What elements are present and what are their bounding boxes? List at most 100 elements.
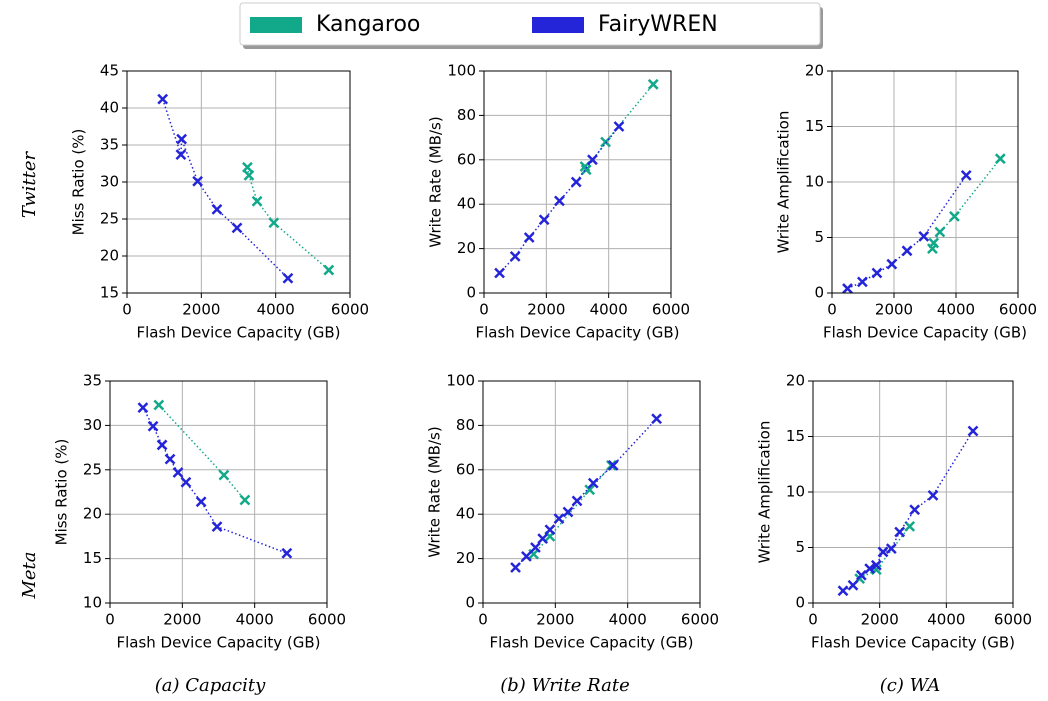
y-tick-label: 100 xyxy=(447,62,476,80)
y-tick-label: 25 xyxy=(100,210,119,228)
trend-line xyxy=(842,430,974,592)
marker xyxy=(268,217,280,229)
trend-line xyxy=(931,158,1001,249)
marker xyxy=(877,546,889,558)
x-tick-label: 4000 xyxy=(236,611,274,629)
marker xyxy=(584,484,596,496)
y-tick-label: 25 xyxy=(83,460,102,478)
x-tick-label: 6000 xyxy=(308,611,346,629)
marker xyxy=(606,459,617,471)
x-tick-label: 4000 xyxy=(590,301,628,319)
marker xyxy=(587,477,599,489)
x-tick-label: 0 xyxy=(105,611,115,629)
x-axis-label: Flash Device Capacity (GB) xyxy=(116,634,320,652)
marker xyxy=(211,521,223,533)
y-tick-label: 0 xyxy=(814,284,824,302)
plot-frame xyxy=(831,70,1019,294)
y-tick-label: 10 xyxy=(83,594,102,612)
y-tick-label: 15 xyxy=(805,117,824,135)
marker xyxy=(211,203,223,215)
x-tick-label: 0 xyxy=(478,611,488,629)
marker xyxy=(904,521,916,532)
x-tick-label: 6000 xyxy=(331,301,369,319)
y-tick-label: 30 xyxy=(100,173,119,191)
x-axis-label: Flash Device Capacity (GB) xyxy=(489,634,693,652)
y-axis-label: Write Amplification xyxy=(775,111,793,254)
marker xyxy=(934,226,946,238)
x-tick-label: 4000 xyxy=(937,301,975,319)
marker xyxy=(510,562,521,573)
marker xyxy=(651,413,662,425)
legend-label: FairyWREN xyxy=(598,12,718,37)
marker xyxy=(251,195,263,207)
marker xyxy=(885,543,897,554)
y-tick-label: 10 xyxy=(805,173,824,191)
marker xyxy=(570,176,582,188)
x-tick-label: 0 xyxy=(827,301,837,319)
y-axis-label: Write Rate (MB/s) xyxy=(426,426,444,557)
marker xyxy=(494,267,505,279)
marker xyxy=(137,402,149,414)
marker xyxy=(870,559,882,571)
row-label: Twitter xyxy=(19,150,40,218)
y-tick-label: 80 xyxy=(457,106,476,124)
marker xyxy=(218,469,230,481)
y-tick-label: 0 xyxy=(465,594,475,612)
marker xyxy=(164,453,176,465)
marker xyxy=(927,489,939,501)
plot-frame xyxy=(482,380,701,604)
marker xyxy=(587,154,598,166)
y-axis-label: Miss Ratio (%) xyxy=(70,129,88,236)
marker xyxy=(647,78,659,90)
y-tick-label: 0 xyxy=(795,594,805,612)
y-tick-label: 40 xyxy=(457,195,476,213)
y-tick-label: 5 xyxy=(814,228,824,246)
x-tick-label: 0 xyxy=(122,301,132,319)
x-axis-label: Flash Device Capacity (GB) xyxy=(823,324,1027,342)
x-tick-label: 2000 xyxy=(527,301,565,319)
x-axis-label: Flash Device Capacity (GB) xyxy=(811,634,1015,652)
x-tick-label: 6000 xyxy=(681,611,719,629)
x-tick-label: 0 xyxy=(808,611,818,629)
trend-line xyxy=(158,404,246,501)
marker xyxy=(153,399,165,411)
marker xyxy=(864,563,876,574)
marker xyxy=(894,526,906,538)
marker xyxy=(509,250,521,262)
marker xyxy=(571,495,583,507)
plot-frame xyxy=(483,70,672,294)
y-tick-label: 15 xyxy=(786,427,805,445)
marker xyxy=(562,506,574,518)
row-label: Meta xyxy=(19,551,40,599)
marker xyxy=(837,585,849,597)
marker xyxy=(613,121,625,132)
x-axis-label: Flash Device Capacity (GB) xyxy=(475,324,679,342)
marker xyxy=(282,272,294,284)
y-tick-label: 35 xyxy=(100,136,119,154)
x-axis-label: Flash Device Capacity (GB) xyxy=(136,324,340,342)
marker xyxy=(909,504,921,516)
marker xyxy=(323,264,335,276)
marker xyxy=(554,195,565,207)
y-tick-label: 80 xyxy=(456,416,475,434)
marker xyxy=(192,175,204,187)
x-tick-label: 4000 xyxy=(609,611,647,629)
marker xyxy=(523,232,535,243)
marker xyxy=(886,258,898,270)
marker xyxy=(175,149,187,161)
marker xyxy=(530,542,541,553)
trend-line xyxy=(161,98,289,279)
caption: (a) Capacity xyxy=(155,675,266,696)
marker xyxy=(243,169,255,181)
y-tick-label: 20 xyxy=(83,505,102,523)
legend-label: Kangaroo xyxy=(316,12,420,37)
plot-frame xyxy=(812,380,1014,604)
y-tick-label: 20 xyxy=(805,62,824,80)
trend-line xyxy=(533,464,612,555)
marker xyxy=(156,439,168,451)
caption: (c) WA xyxy=(880,675,940,696)
y-axis-label: Write Rate (MB/s) xyxy=(427,116,445,247)
y-tick-label: 20 xyxy=(100,247,119,265)
legend-swatch xyxy=(250,17,302,33)
marker xyxy=(544,524,556,536)
